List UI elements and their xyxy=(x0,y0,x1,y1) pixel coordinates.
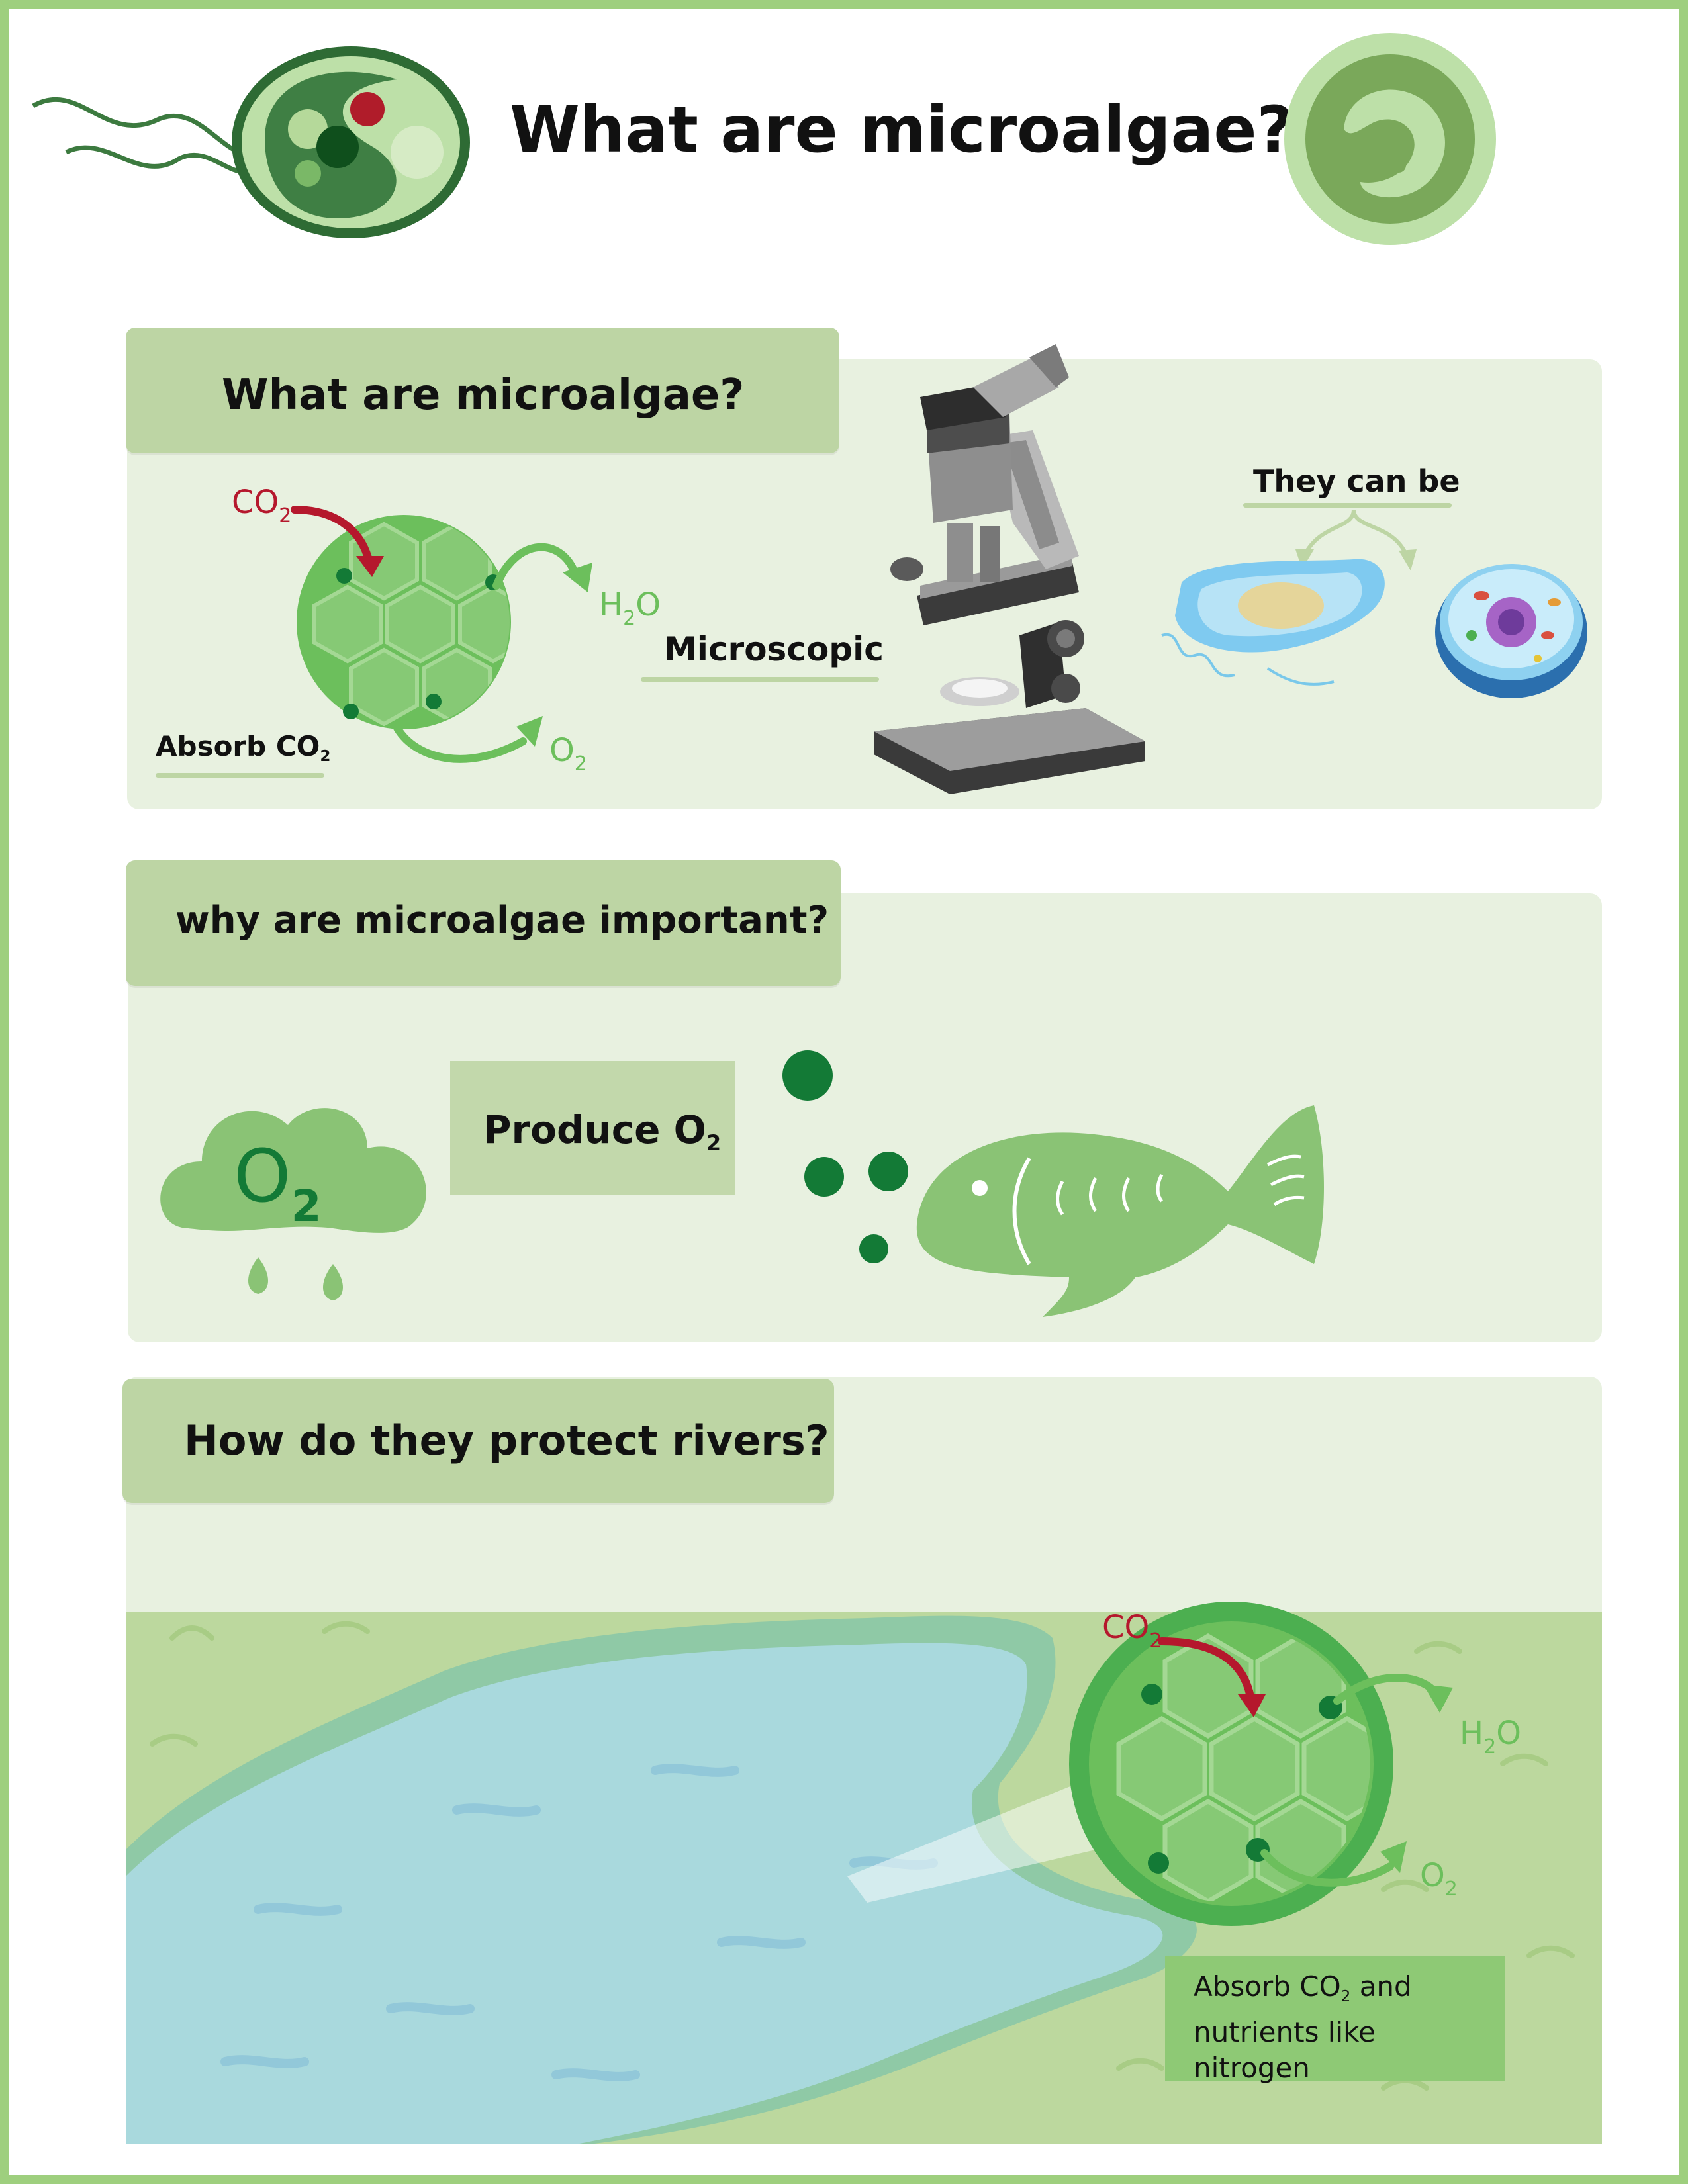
produce-o2-label: Produce O2 xyxy=(483,1107,722,1156)
cell-h2o-text: H2O xyxy=(599,586,661,630)
absorb-co2-label: Absorb CO2 xyxy=(156,730,331,766)
cell-logo-icon xyxy=(1284,33,1496,245)
absorb-underline xyxy=(156,773,324,778)
cell-co2-text: CO2 xyxy=(232,484,291,527)
absorb-line-1: Absorb CO2 and xyxy=(1194,1970,1412,2006)
produce-o2-box xyxy=(450,1061,735,1195)
microscopic-label: Microscopic xyxy=(664,630,884,668)
section-3-tab xyxy=(122,1379,834,1503)
river-cell-h2o-text: H2O xyxy=(1460,1715,1521,1758)
section-3-heading: How do they protect rivers? xyxy=(184,1416,829,1465)
fish-icon xyxy=(916,1105,1324,1317)
they-can-be-label: They can be xyxy=(1253,463,1460,499)
animal-cell-icon xyxy=(1435,564,1587,698)
absorb-nutrients-label: Absorb CO2 and nutrients like nitrogen xyxy=(1194,1969,1412,2086)
section-2-heading: why are microalgae important? xyxy=(175,899,829,942)
microscope-icon xyxy=(874,344,1145,794)
section-1-tab xyxy=(126,328,839,453)
absorb-nutrients-box xyxy=(1165,1956,1505,2081)
absorb-line-3: nitrogen xyxy=(1194,2052,1310,2085)
o2-cloud-icon: O2 xyxy=(160,1108,426,1300)
microscopic-underline xyxy=(641,677,879,682)
cell-o2-text: O2 xyxy=(549,732,587,776)
section-2-tab xyxy=(126,860,841,986)
they-can-be-underline xyxy=(1243,503,1452,508)
river-cell-co2-text: CO2 xyxy=(1102,1609,1162,1653)
section-1-heading: What are microalgae? xyxy=(222,371,745,420)
algae-cell-icon: CO2 H2O O2 xyxy=(232,484,661,776)
cloud-o2-text: O2 xyxy=(234,1134,322,1232)
river-cell-o2-text: O2 xyxy=(1420,1857,1458,1901)
branch-arrows-icon xyxy=(1295,509,1417,570)
river-algae-cell-icon: CO2 H2O O2 xyxy=(1069,1602,1521,1926)
absorb-line-2: nutrients like xyxy=(1194,2016,1376,2049)
bacterium-icon xyxy=(1161,559,1385,686)
page-title: What are microalgae? xyxy=(510,93,1294,167)
euglena-icon xyxy=(32,46,470,238)
bubbles-icon xyxy=(782,1050,908,1263)
